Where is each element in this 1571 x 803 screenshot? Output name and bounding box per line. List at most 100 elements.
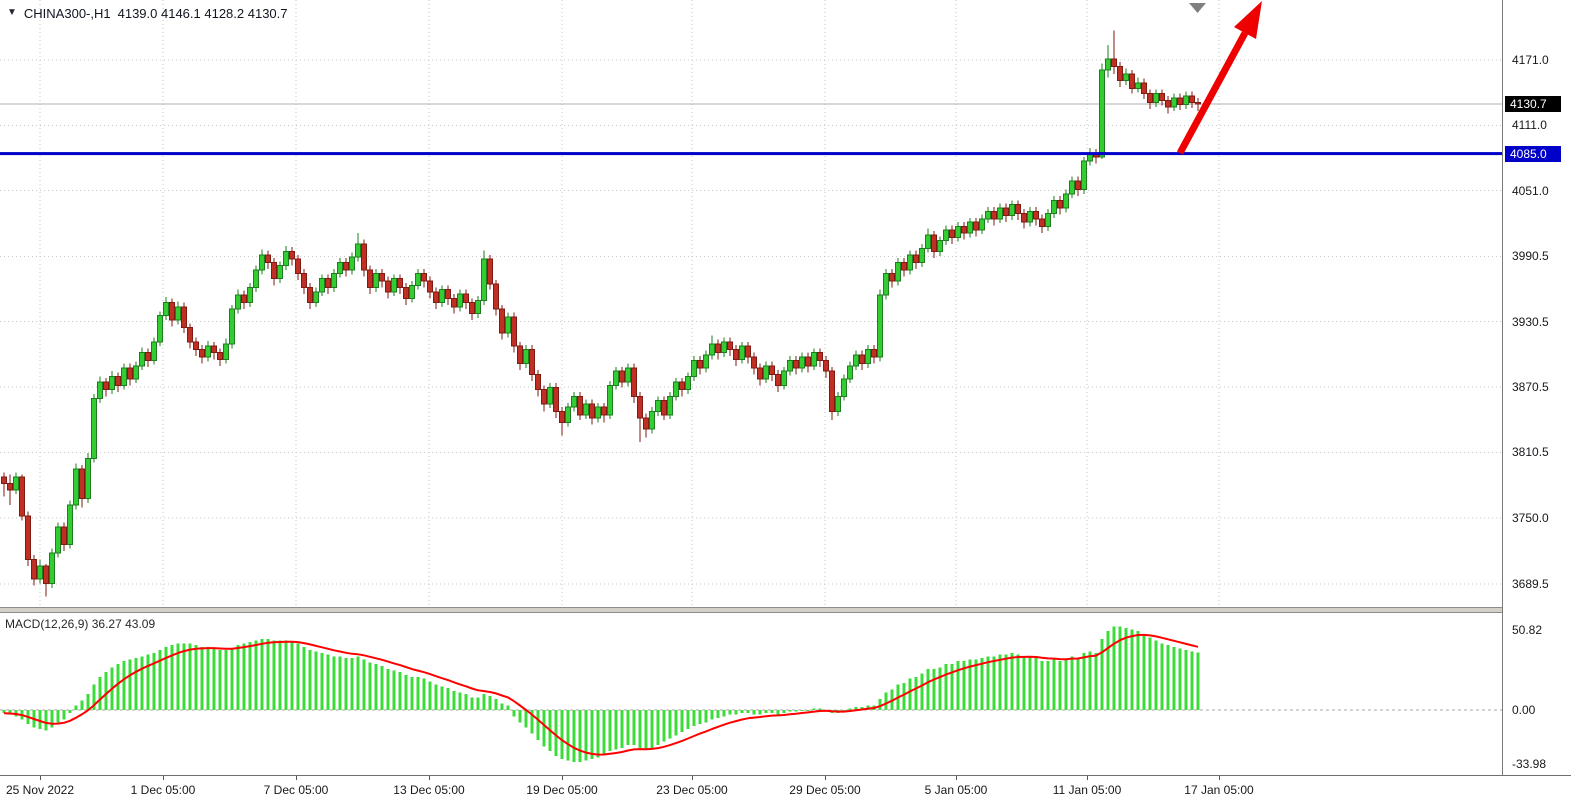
candle-body	[1129, 73, 1135, 89]
macd-histogram-bar	[350, 657, 354, 710]
macd-histogram-bar	[512, 710, 516, 717]
macd-histogram-bar	[140, 656, 144, 710]
macd-histogram-bar	[710, 710, 714, 720]
macd-histogram-bar	[686, 710, 690, 729]
candle-body	[949, 229, 955, 238]
price-label: 3990.5	[1512, 249, 1549, 264]
macd-histogram-bar	[278, 640, 282, 710]
price-scale[interactable]: 4171.0 4111.0 4051.0 3990.5 3930.5 3870.5 3810…	[1502, 0, 1571, 775]
candle-body	[997, 207, 1003, 220]
candle-body	[1081, 160, 1087, 191]
candle-body	[259, 254, 265, 271]
candle-body	[1051, 199, 1057, 214]
macd-panel[interactable]: MACD(12,26,9) 36.27 43.09	[0, 613, 1502, 775]
macd-histogram-bar	[38, 710, 42, 729]
macd-histogram-bar	[950, 664, 954, 710]
macd-scale-label: 50.82	[1512, 622, 1543, 637]
macd-signal-value: 43.09	[125, 617, 156, 631]
trend-arrow-head[interactable]	[1234, 1, 1262, 39]
candle-body	[1153, 93, 1159, 103]
price-chart-panel[interactable]: ▼ CHINA300-,H1 4139.0 4146.1 4128.2 4130…	[0, 0, 1502, 607]
macd-histogram-bar	[1070, 656, 1074, 710]
candle-body	[265, 254, 271, 263]
candle-body	[1021, 212, 1027, 223]
candle-body	[637, 395, 643, 419]
candle-body	[403, 286, 409, 299]
price-chart-canvas[interactable]	[0, 0, 1502, 607]
macd-histogram-bar	[926, 668, 930, 710]
macd-histogram-bar	[128, 659, 132, 710]
macd-histogram-bar	[806, 710, 810, 711]
macd-histogram-bar	[368, 662, 372, 710]
candle-body	[775, 374, 781, 386]
price-label: 3870.5	[1512, 380, 1549, 395]
macd-histogram-bar	[536, 710, 540, 741]
macd-histogram-bar	[560, 710, 564, 759]
macd-histogram-bar	[1082, 653, 1086, 710]
candle-body	[139, 352, 145, 367]
macd-histogram-bar	[584, 710, 588, 761]
candle-body	[829, 370, 835, 413]
price-label: 3750.0	[1512, 511, 1549, 526]
candle-body	[655, 400, 661, 413]
macd-histogram-bar	[80, 700, 84, 710]
candle-body	[1183, 95, 1189, 106]
macd-histogram-bar	[920, 673, 924, 710]
candle-body	[301, 272, 307, 288]
candle-body	[13, 476, 19, 491]
time-label: 1 Dec 05:00	[130, 783, 196, 797]
macd-histogram-bar	[218, 649, 222, 710]
candle-body	[763, 365, 769, 380]
macd-histogram-bar	[56, 710, 60, 723]
macd-histogram-bar	[326, 654, 330, 710]
candle-body	[427, 280, 433, 293]
macd-histogram-bar	[290, 642, 294, 710]
candle-body	[757, 367, 763, 380]
support-level-line[interactable]	[0, 152, 1502, 156]
candle-body	[307, 286, 313, 304]
candle-body	[103, 381, 109, 391]
candle-body	[475, 300, 481, 315]
candle-body	[823, 359, 829, 372]
macd-histogram-bar	[1076, 657, 1080, 710]
macd-histogram-bar	[74, 705, 78, 710]
macd-histogram-bar	[1136, 631, 1140, 710]
macd-histogram-bar	[146, 654, 150, 710]
candle-body	[241, 294, 247, 304]
candle-body	[553, 387, 559, 413]
macd-histogram-bar	[410, 676, 414, 710]
macd-histogram-bar	[542, 710, 546, 747]
time-label: 23 Dec 05:00	[656, 783, 728, 797]
candle-body	[469, 302, 475, 315]
macd-histogram-bar	[308, 649, 312, 710]
candle-body	[1135, 82, 1141, 89]
candle-body	[907, 254, 913, 271]
candle-body	[733, 348, 739, 360]
macd-histogram-bar	[464, 694, 468, 710]
panel-splitter[interactable]	[0, 607, 1571, 613]
candle-body	[7, 482, 13, 491]
macd-histogram-bar	[1142, 634, 1146, 710]
time-axis[interactable]: 25 Nov 2022 1 Dec 05:00 7 Dec 05:00 13 Dec …	[0, 775, 1571, 803]
macd-histogram-bar	[260, 638, 264, 710]
candle-body	[1171, 97, 1177, 108]
macd-histogram-bar	[398, 672, 402, 710]
candle-body	[163, 302, 169, 317]
candle-body	[151, 341, 157, 361]
macd-histogram-bar	[122, 661, 126, 710]
macd-histogram-bar	[440, 686, 444, 710]
time-label: 19 Dec 05:00	[526, 783, 598, 797]
trend-arrow-annotation[interactable]	[1176, 1, 1262, 155]
candle-body	[61, 526, 67, 545]
trend-arrow-shaft[interactable]	[1176, 31, 1249, 155]
macd-histogram-bar	[152, 653, 156, 710]
macd-histogram-bar	[1172, 646, 1176, 710]
candle-body	[385, 280, 391, 293]
macd-histogram-bar	[1004, 654, 1008, 710]
macd-histogram-bar	[344, 657, 348, 710]
macd-histogram-bar	[86, 694, 90, 710]
candle-body	[799, 356, 805, 369]
macd-histogram-bar	[1028, 656, 1032, 710]
macd-canvas[interactable]	[0, 613, 1502, 775]
candle-body	[349, 256, 355, 271]
